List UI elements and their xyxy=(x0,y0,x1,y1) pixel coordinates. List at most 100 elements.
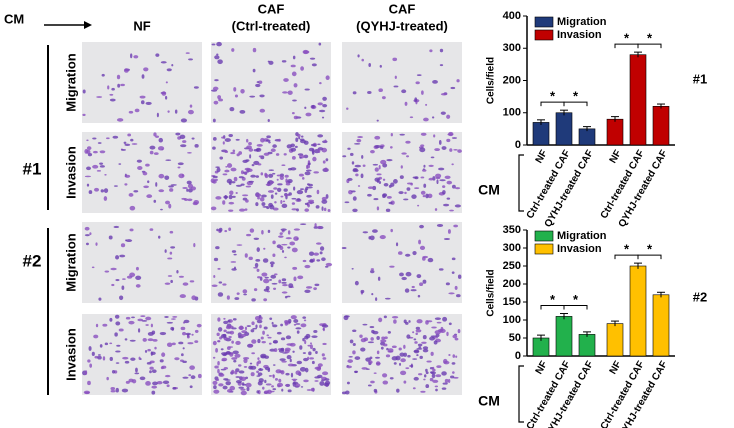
cell xyxy=(313,226,319,229)
cell xyxy=(282,91,288,94)
cell xyxy=(393,319,397,324)
cell xyxy=(451,257,456,261)
cell xyxy=(146,194,153,199)
cell xyxy=(259,196,265,202)
cell xyxy=(449,148,453,152)
cell xyxy=(445,282,450,286)
cell xyxy=(291,202,296,205)
y-tick-label: 0 xyxy=(515,350,521,362)
cell xyxy=(395,242,399,247)
cell xyxy=(346,107,349,110)
cell xyxy=(432,80,438,84)
cell xyxy=(273,348,278,353)
cell xyxy=(259,324,262,329)
cell xyxy=(428,177,434,181)
cell xyxy=(215,348,218,353)
cell xyxy=(263,298,268,302)
cell xyxy=(306,389,312,391)
cell xyxy=(351,190,356,193)
cell xyxy=(256,81,260,83)
cell xyxy=(422,194,426,198)
cell xyxy=(344,315,350,318)
cell xyxy=(235,376,241,378)
cell xyxy=(457,149,462,153)
cell xyxy=(398,191,404,195)
cell xyxy=(421,341,427,344)
cell xyxy=(321,353,325,357)
cell xyxy=(304,202,309,206)
cell xyxy=(216,332,220,336)
cell xyxy=(403,344,406,349)
cell xyxy=(443,203,450,207)
cell xyxy=(295,383,301,388)
cell xyxy=(414,97,418,102)
cell xyxy=(365,368,370,370)
row-label: Invasion xyxy=(63,328,78,381)
cell xyxy=(307,162,311,165)
cell xyxy=(137,328,141,333)
cell xyxy=(230,167,237,172)
cell xyxy=(393,179,398,184)
cell xyxy=(183,319,190,324)
bar xyxy=(629,265,647,357)
cell xyxy=(149,370,152,374)
cell xyxy=(93,334,99,339)
cell xyxy=(284,322,288,326)
cell xyxy=(99,150,106,154)
cell xyxy=(272,144,277,148)
cell xyxy=(164,175,170,180)
cell xyxy=(267,229,271,233)
cell xyxy=(187,109,194,115)
cell xyxy=(300,223,307,226)
cell xyxy=(432,379,439,383)
cell xyxy=(450,86,456,90)
cell xyxy=(285,237,292,240)
cell xyxy=(113,225,120,229)
cell xyxy=(275,369,282,374)
cell xyxy=(105,137,110,140)
cell xyxy=(166,321,173,324)
cell xyxy=(435,388,438,392)
cell xyxy=(443,358,448,364)
cell xyxy=(225,381,231,386)
cell xyxy=(235,138,240,141)
cell xyxy=(262,330,265,335)
cell xyxy=(271,282,278,285)
cell xyxy=(367,91,372,95)
cell xyxy=(311,335,318,338)
cell xyxy=(244,208,248,211)
cell xyxy=(170,279,173,284)
cell xyxy=(303,154,309,159)
cell xyxy=(256,390,260,394)
cell xyxy=(215,196,222,200)
cell xyxy=(375,356,380,359)
cell xyxy=(372,330,379,335)
cell xyxy=(147,331,154,336)
cell xyxy=(416,354,419,357)
cell xyxy=(415,332,418,336)
cell xyxy=(242,194,249,197)
cell xyxy=(246,325,251,328)
cell xyxy=(390,182,395,187)
cell xyxy=(369,325,375,329)
cell xyxy=(346,381,350,385)
cell xyxy=(369,235,375,241)
cell xyxy=(308,199,315,203)
cell xyxy=(354,164,362,168)
cell xyxy=(347,147,351,150)
cell xyxy=(178,275,184,278)
cell xyxy=(158,235,161,239)
cell xyxy=(279,246,284,250)
cell xyxy=(154,346,157,350)
cell xyxy=(284,174,289,178)
y-tick-label: 300 xyxy=(503,42,521,54)
cell xyxy=(400,358,406,363)
cell xyxy=(270,264,274,268)
cell xyxy=(244,326,248,331)
cell xyxy=(380,339,387,343)
cell xyxy=(314,223,317,228)
cell xyxy=(285,335,292,340)
bar xyxy=(555,112,573,146)
cell xyxy=(447,229,451,234)
cell xyxy=(377,276,381,281)
